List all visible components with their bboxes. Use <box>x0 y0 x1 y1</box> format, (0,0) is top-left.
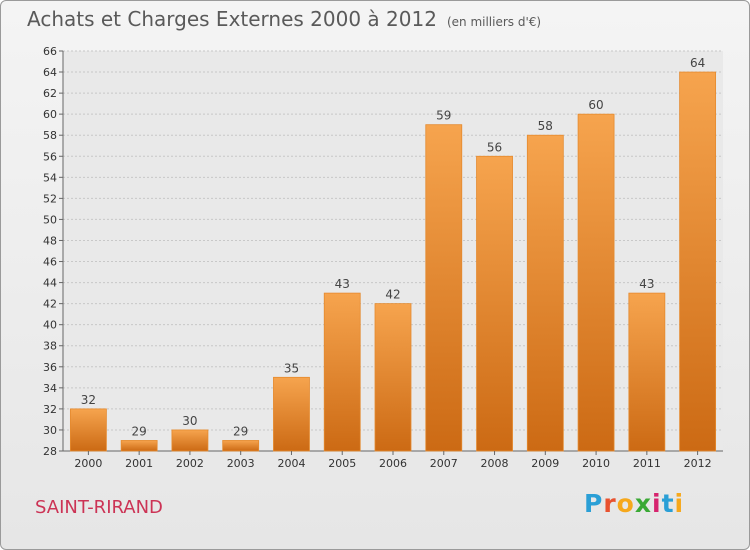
bar <box>222 440 260 452</box>
chart-title: Achats et Charges Externes 2000 à 2012 <box>27 7 437 31</box>
y-tick-label: 54 <box>43 171 57 184</box>
bar-value-label: 43 <box>335 277 350 291</box>
logo-letter: o <box>616 489 635 518</box>
logo-letter: t <box>661 489 675 518</box>
bar <box>171 429 209 452</box>
y-tick-label: 36 <box>43 361 57 374</box>
y-tick-label: 42 <box>43 298 57 311</box>
bar <box>273 376 310 452</box>
y-tick-label: 52 <box>43 192 57 205</box>
logo-letter: i <box>674 489 685 518</box>
x-tick-label: 2010 <box>582 457 610 470</box>
proxiti-logo: Proxiti <box>584 489 684 518</box>
y-tick-label: 40 <box>43 319 57 332</box>
x-tick-label: 2005 <box>328 457 356 470</box>
bar <box>323 292 361 452</box>
bar-value-label: 60 <box>588 98 603 112</box>
bar-chart: 28 30 32 34 36 38 40 42 44 46 48 50 52 54 56 58 60 62 64 66… <box>43 45 723 470</box>
x-tick-label: 2009 <box>531 457 559 470</box>
x-tick-label: 2001 <box>125 457 153 470</box>
bar <box>425 124 463 452</box>
bar-value-label: 42 <box>385 288 400 302</box>
bar-value-label: 59 <box>436 109 451 123</box>
bar-value-label: 56 <box>487 140 502 154</box>
bar-value-label: 43 <box>639 277 654 291</box>
y-tick-label: 48 <box>43 234 57 247</box>
x-tick-label: 2002 <box>176 457 204 470</box>
bar-value-label: 32 <box>81 393 96 407</box>
y-tick-label: 28 <box>43 445 57 458</box>
bar <box>679 71 717 452</box>
x-tick-label: 2011 <box>633 457 661 470</box>
bar-value-label: 30 <box>182 414 197 428</box>
bar-value-label: 29 <box>233 424 248 438</box>
chart-title-block: Achats et Charges Externes 2000 à 2012 (e… <box>27 7 541 31</box>
x-tick-label: 2004 <box>277 457 305 470</box>
y-tick-label: 34 <box>43 382 57 395</box>
x-tick-label: 2012 <box>684 457 712 470</box>
y-tick-label: 46 <box>43 256 57 269</box>
y-tick-label: 60 <box>43 108 57 121</box>
bar <box>577 113 615 452</box>
logo-letter: r <box>603 489 617 518</box>
bar <box>628 292 666 452</box>
bar <box>69 408 107 452</box>
y-tick-label: 56 <box>43 150 57 163</box>
bar <box>120 440 158 452</box>
logo-letter: i <box>652 489 662 518</box>
bar <box>526 134 564 452</box>
bar-value-label: 29 <box>132 424 147 438</box>
bar <box>374 303 412 452</box>
x-tick-label: 2008 <box>481 457 509 470</box>
bar <box>476 155 513 452</box>
x-tick-label: 2000 <box>74 457 102 470</box>
x-tick-label: 2003 <box>227 457 255 470</box>
y-tick-label: 50 <box>43 213 57 226</box>
y-tick-label: 44 <box>43 277 57 290</box>
logo-letter: P <box>584 489 604 518</box>
y-tick-label: 58 <box>43 129 57 142</box>
y-tick-label: 32 <box>43 403 57 416</box>
bar-value-label: 35 <box>284 361 299 375</box>
y-tick-label: 64 <box>43 66 57 79</box>
bar-value-label: 58 <box>538 119 553 133</box>
chart-unit: (en milliers d'€) <box>446 15 542 29</box>
y-tick-label: 38 <box>43 340 57 353</box>
x-tick-label: 2006 <box>379 457 407 470</box>
bar-value-label: 64 <box>690 56 705 70</box>
y-tick-label: 30 <box>43 424 57 437</box>
commune-name: SAINT-RIRAND <box>35 497 163 518</box>
y-tick-label: 66 <box>43 45 57 58</box>
logo-letter: x <box>634 489 652 518</box>
y-tick-label: 62 <box>43 87 57 100</box>
x-tick-label: 2007 <box>430 457 458 470</box>
